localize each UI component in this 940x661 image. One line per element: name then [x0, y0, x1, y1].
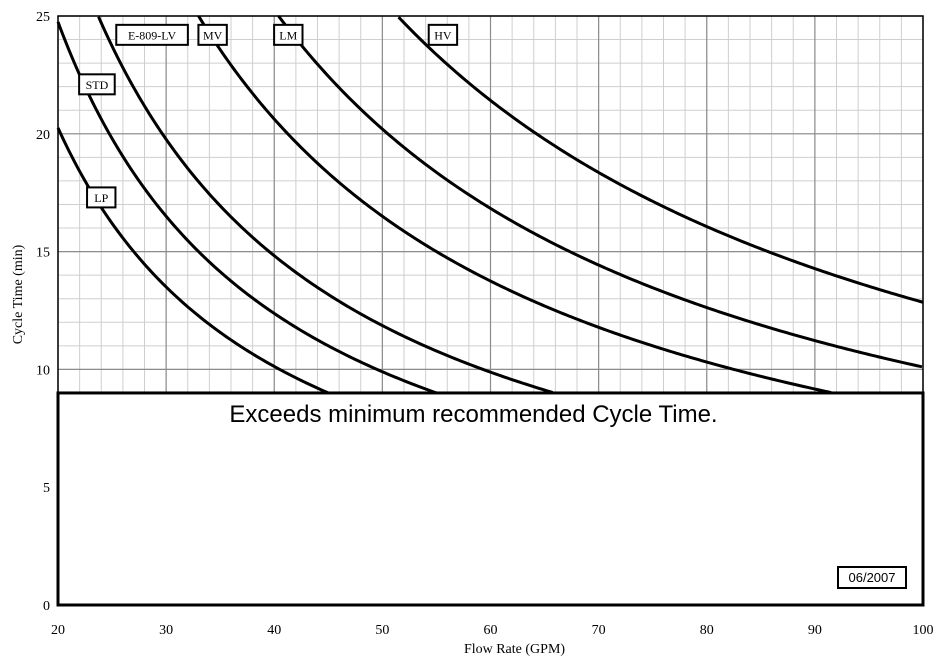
y-tick-label: 20	[36, 128, 50, 143]
series-curve-mv	[197, 15, 832, 395]
series-label-text: STD	[86, 78, 109, 92]
date-stamp-box	[837, 566, 907, 589]
series-curves	[56, 15, 924, 395]
y-tick-label: 25	[36, 10, 50, 25]
series-label-text: MV	[203, 28, 223, 42]
series-label-text: HV	[434, 28, 452, 42]
minimum-cycle-zone: Exceeds minimum recommended Cycle Time.	[56, 391, 925, 607]
x-tick-label: 60	[484, 623, 498, 638]
zone-warning-text: Exceeds minimum recommended Cycle Time.	[229, 401, 717, 428]
date-stamp: 06/2007	[837, 566, 907, 589]
series-label-box	[273, 23, 304, 46]
series-label-box	[78, 73, 116, 96]
y-tick-label: 10	[36, 363, 50, 378]
series-label-box	[115, 23, 189, 46]
series-label-lm: LM	[273, 23, 304, 46]
series-label-text: LP	[94, 191, 108, 205]
series-label-box	[86, 186, 117, 209]
y-tick-label: 5	[43, 481, 50, 496]
x-tick-label: 100	[913, 623, 934, 638]
y-axis-ticks: 0 5 10 15 20 25	[36, 10, 50, 614]
x-tick-label: 50	[375, 623, 389, 638]
series-curve-std	[56, 21, 437, 395]
series-label-std: STD	[78, 73, 116, 96]
x-tick-label: 90	[808, 623, 822, 638]
x-tick-label: 40	[267, 623, 281, 638]
series-label-e-809-lv: E-809-LV	[115, 23, 189, 46]
series-label-box	[197, 23, 228, 46]
series-label-text: LM	[279, 28, 297, 42]
y-axis-title: Cycle Time (min)	[11, 244, 26, 344]
x-axis-title: Flow Rate (GPM)	[464, 642, 565, 657]
series-curve-e-809-lv	[97, 16, 554, 394]
series-label-box	[427, 23, 459, 46]
y-tick-label: 0	[43, 599, 50, 614]
series-curve-lp	[56, 127, 329, 395]
x-tick-label: 70	[592, 623, 606, 638]
x-tick-label: 30	[159, 623, 173, 638]
minimum-cycle-zone-box	[56, 391, 925, 607]
series-label-hv: HV	[427, 23, 459, 46]
x-tick-label: 80	[700, 623, 714, 638]
series-label-text: E-809-LV	[128, 28, 177, 42]
y-tick-label: 15	[36, 246, 50, 261]
series-curve-hv	[397, 16, 924, 304]
series-curve-lm	[277, 15, 923, 369]
series-labels: LP STD E-809-LV MV LM HV	[78, 23, 459, 209]
x-tick-label: 20	[51, 623, 65, 638]
date-stamp-text: 06/2007	[849, 570, 896, 585]
series-label-lp: LP	[86, 186, 117, 209]
x-axis-ticks: 20 30 40 50 60 70 80 90 100	[51, 623, 934, 638]
series-label-mv: MV	[197, 23, 228, 46]
